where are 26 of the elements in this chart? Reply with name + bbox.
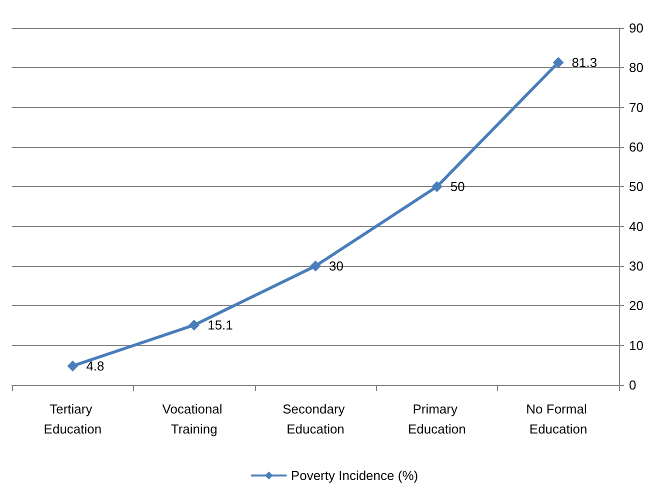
- point: [188, 320, 200, 331]
- point: [552, 57, 564, 68]
- data-label: 15.1: [208, 318, 233, 333]
- x-tick-label: Tertiary Education: [44, 402, 102, 436]
- y-tick-label: 60: [629, 140, 644, 154]
- y-tick-label: 90: [629, 20, 644, 36]
- data-label: 30: [329, 258, 344, 274]
- x-tick-label: No Formal Education: [526, 402, 590, 436]
- x-tick-label: Vocational Training: [162, 402, 226, 436]
- x-tick-label: Secondary Education: [282, 402, 348, 436]
- y-tick-label: 20: [629, 298, 644, 314]
- y-tick-label: 80: [629, 60, 644, 76]
- y-tick-label: 70: [629, 100, 644, 115]
- legend-label: Poverty Incidence (%): [290, 468, 418, 483]
- data-label: 50: [450, 179, 465, 194]
- y-tick-label: 30: [629, 258, 644, 274]
- y-tick-label: 0: [629, 378, 636, 392]
- point: [310, 260, 321, 272]
- data-label: 4.8: [86, 358, 104, 374]
- point: [67, 360, 78, 372]
- y-tick-label: 40: [629, 218, 644, 234]
- y-tick-label: 50: [629, 179, 644, 194]
- point: [431, 181, 442, 192]
- data-label: 81.3: [572, 55, 598, 70]
- y-tick-label: 10: [629, 338, 644, 353]
- x-tick-label: Primary Education: [408, 402, 466, 436]
